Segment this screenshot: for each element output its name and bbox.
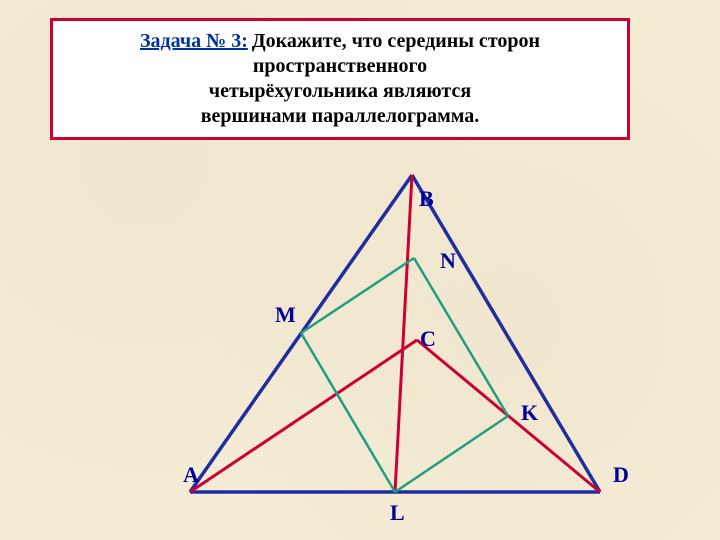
edge-BD xyxy=(412,175,600,492)
label-D: D xyxy=(613,462,629,488)
label-C: C xyxy=(420,326,436,352)
label-L: L xyxy=(390,500,405,526)
edge-MN xyxy=(301,258,414,333)
label-B: B xyxy=(419,186,434,212)
diag-BL xyxy=(395,175,412,492)
label-N: N xyxy=(440,248,456,274)
geometry-diagram xyxy=(0,0,720,540)
label-M: M xyxy=(275,302,296,328)
edge-KL xyxy=(395,416,508,492)
edge-LM xyxy=(301,333,395,492)
diag-DC xyxy=(417,340,600,492)
label-A: A xyxy=(183,462,199,488)
label-K: K xyxy=(521,400,538,426)
